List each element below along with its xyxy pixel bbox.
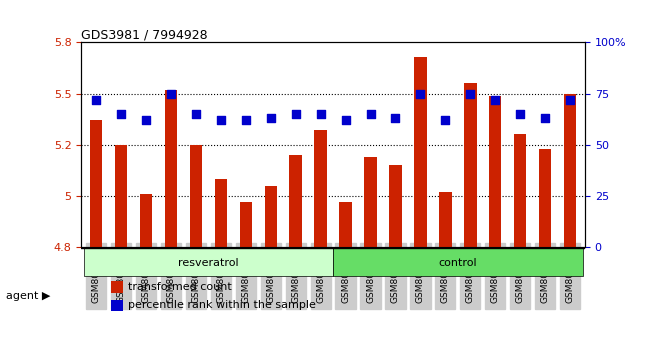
Bar xyxy=(339,202,352,247)
Bar xyxy=(564,93,577,247)
Bar xyxy=(240,202,252,247)
Bar xyxy=(389,165,402,247)
Bar xyxy=(289,155,302,247)
Bar xyxy=(214,179,227,247)
Bar xyxy=(190,145,202,247)
Point xyxy=(166,91,176,96)
Bar xyxy=(115,145,127,247)
Bar xyxy=(112,299,123,311)
Point xyxy=(490,97,501,103)
Point xyxy=(341,117,351,123)
Bar xyxy=(84,249,333,276)
Bar xyxy=(112,281,123,293)
Bar xyxy=(90,120,103,247)
Text: resveratrol: resveratrol xyxy=(178,258,239,268)
Bar xyxy=(265,185,277,247)
Text: agent ▶: agent ▶ xyxy=(6,291,51,301)
Text: transformed count: transformed count xyxy=(127,282,231,292)
Point xyxy=(266,115,276,121)
Point xyxy=(190,111,201,117)
Bar xyxy=(439,192,452,247)
Bar xyxy=(315,130,327,247)
Point xyxy=(565,97,575,103)
Point xyxy=(440,117,450,123)
Text: control: control xyxy=(439,258,477,268)
Point xyxy=(240,117,251,123)
Point xyxy=(365,111,376,117)
Bar xyxy=(165,90,177,247)
Bar xyxy=(489,96,501,247)
Bar xyxy=(333,249,582,276)
Point xyxy=(465,91,476,96)
Bar xyxy=(464,83,476,247)
Point xyxy=(540,115,551,121)
Point xyxy=(141,117,151,123)
Bar xyxy=(539,149,551,247)
Bar xyxy=(414,57,426,247)
Text: GDS3981 / 7994928: GDS3981 / 7994928 xyxy=(81,28,208,41)
Bar xyxy=(514,135,526,247)
Point xyxy=(216,117,226,123)
Point xyxy=(116,111,126,117)
Point xyxy=(91,97,101,103)
Point xyxy=(390,115,400,121)
Bar xyxy=(364,157,377,247)
Point xyxy=(415,91,426,96)
Point xyxy=(515,111,525,117)
Text: percentile rank within the sample: percentile rank within the sample xyxy=(127,301,315,310)
Point xyxy=(291,111,301,117)
Point xyxy=(315,111,326,117)
Bar xyxy=(140,194,152,247)
